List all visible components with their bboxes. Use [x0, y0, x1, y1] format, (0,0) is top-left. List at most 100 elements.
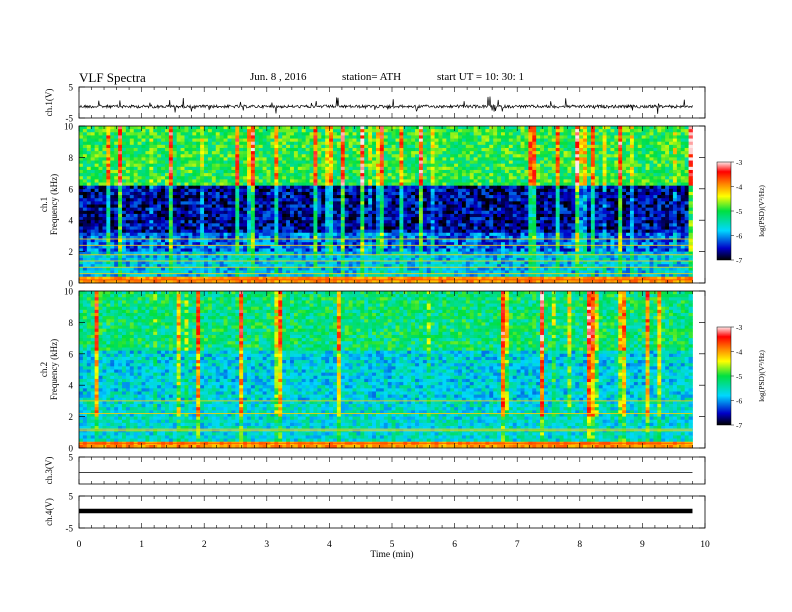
spectrogram-cell — [680, 182, 686, 187]
spectrogram-cell — [403, 217, 408, 221]
spectrogram-cell — [211, 201, 217, 205]
spectrogram-cell — [528, 157, 533, 161]
spectrogram-cell — [231, 201, 236, 205]
spectrogram-cell — [477, 144, 482, 149]
spectrogram-cell — [231, 204, 236, 209]
spectrogram-cell — [293, 151, 299, 155]
spectrogram-cell — [672, 201, 678, 205]
spectrogram-cell — [579, 201, 584, 205]
spectrogram-cell — [426, 198, 432, 202]
spectrogram-cell — [223, 135, 228, 139]
spectrogram-cell — [399, 182, 404, 187]
spectrogram-cell — [192, 154, 197, 158]
spectrogram-cell — [512, 188, 518, 193]
spectrogram-cell — [270, 185, 275, 190]
spectrogram-cell — [579, 195, 584, 199]
spectrogram-cell — [133, 213, 139, 218]
spectrogram-cell — [688, 176, 693, 180]
spectrogram-cell — [665, 151, 670, 155]
spectrogram-cell — [235, 213, 240, 218]
spectrogram-cell — [309, 173, 314, 177]
spectrogram-cell — [536, 195, 541, 199]
spectrogram-cell — [626, 163, 631, 168]
spectrogram-cell — [86, 179, 92, 183]
spectrogram-cell — [461, 188, 467, 193]
spectrogram-cell — [434, 217, 439, 221]
spectrogram-cell — [379, 151, 385, 155]
spectrogram-cell — [637, 220, 643, 224]
spectrogram-cell — [418, 201, 424, 205]
spectrogram-cell — [344, 182, 350, 187]
spectrogram-cell — [524, 154, 529, 158]
spectrogram-cell — [598, 147, 604, 152]
spectrogram-cell — [94, 138, 99, 143]
spectrogram-cell — [360, 135, 365, 139]
spectrogram-cell — [227, 157, 232, 161]
spectrogram-cell — [266, 132, 271, 136]
spectrogram-cell — [532, 173, 537, 177]
spectrogram-cell — [489, 129, 494, 133]
spectrogram-cell — [301, 176, 307, 180]
spectrogram-cell — [157, 141, 162, 146]
spectrogram-cell — [192, 176, 197, 180]
spectrogram-cell — [442, 179, 447, 183]
spectrogram-cell — [688, 195, 693, 199]
spectrogram-cell — [559, 129, 564, 133]
spectrogram-cell — [672, 185, 678, 190]
spectrogram-cell — [536, 154, 541, 158]
spectrogram-cell — [262, 207, 267, 212]
spectrogram-cell — [262, 213, 267, 218]
spectrogram-cell — [254, 135, 260, 139]
spectrogram-cell — [340, 220, 346, 224]
spectrogram-cell — [399, 213, 404, 218]
spectrogram-cell — [684, 132, 689, 136]
spectrogram-cell — [239, 157, 244, 161]
spectrogram-cell — [383, 220, 389, 224]
spectrogram-cell — [297, 176, 303, 180]
spectrogram-cell — [329, 129, 334, 133]
spectrogram-cell — [532, 201, 537, 205]
spectrogram-cell — [176, 132, 181, 136]
spectrogram-cell — [94, 166, 99, 171]
spectrogram-cell — [454, 188, 459, 193]
spectrogram-cell — [665, 163, 670, 168]
spectrogram-cell — [653, 195, 658, 199]
spectrogram-cell — [524, 191, 529, 196]
spectrogram-cell — [309, 132, 314, 136]
spectrogram-cell — [118, 144, 123, 149]
spectrogram-cell — [540, 204, 545, 209]
spectrogram-cell — [172, 129, 178, 133]
spectrogram-cell — [555, 141, 561, 146]
spectrogram-cell — [247, 173, 252, 177]
spectrogram-cell — [321, 166, 326, 171]
spectrogram-cell — [571, 141, 576, 146]
spectrogram-cell — [180, 176, 185, 180]
spectrogram-cell — [422, 129, 428, 133]
spectrogram-cell — [497, 204, 502, 209]
spectrogram-cell — [79, 151, 84, 155]
spectrogram-cell — [227, 132, 232, 136]
spectrogram-cell — [321, 220, 326, 224]
spectrogram-cell — [278, 198, 283, 202]
spectrogram-cell — [172, 173, 178, 177]
spectrogram-cell — [161, 169, 166, 174]
spectrogram-cell — [442, 220, 447, 224]
spectrogram-cell — [364, 144, 369, 149]
spectrogram-cell — [321, 138, 326, 143]
spectrogram-cell — [497, 163, 502, 168]
spectrogram-cell — [121, 207, 127, 212]
spectrogram-cell — [344, 141, 350, 146]
spectrogram-cell — [618, 176, 623, 180]
spectrogram-cell — [176, 195, 181, 199]
spectrogram-cell — [469, 217, 475, 221]
spectrogram-cell — [110, 132, 115, 136]
spectrogram-cell — [98, 154, 103, 158]
spectrogram-cell — [157, 147, 162, 152]
spectrogram-cell — [180, 151, 185, 155]
spectrogram-cell — [590, 195, 596, 199]
spectrogram-cell — [254, 210, 260, 215]
spectrogram-cell — [368, 204, 373, 209]
spectrogram-cell — [434, 201, 439, 205]
spectrogram-cell — [454, 132, 459, 136]
spectrogram-cell — [501, 198, 506, 202]
